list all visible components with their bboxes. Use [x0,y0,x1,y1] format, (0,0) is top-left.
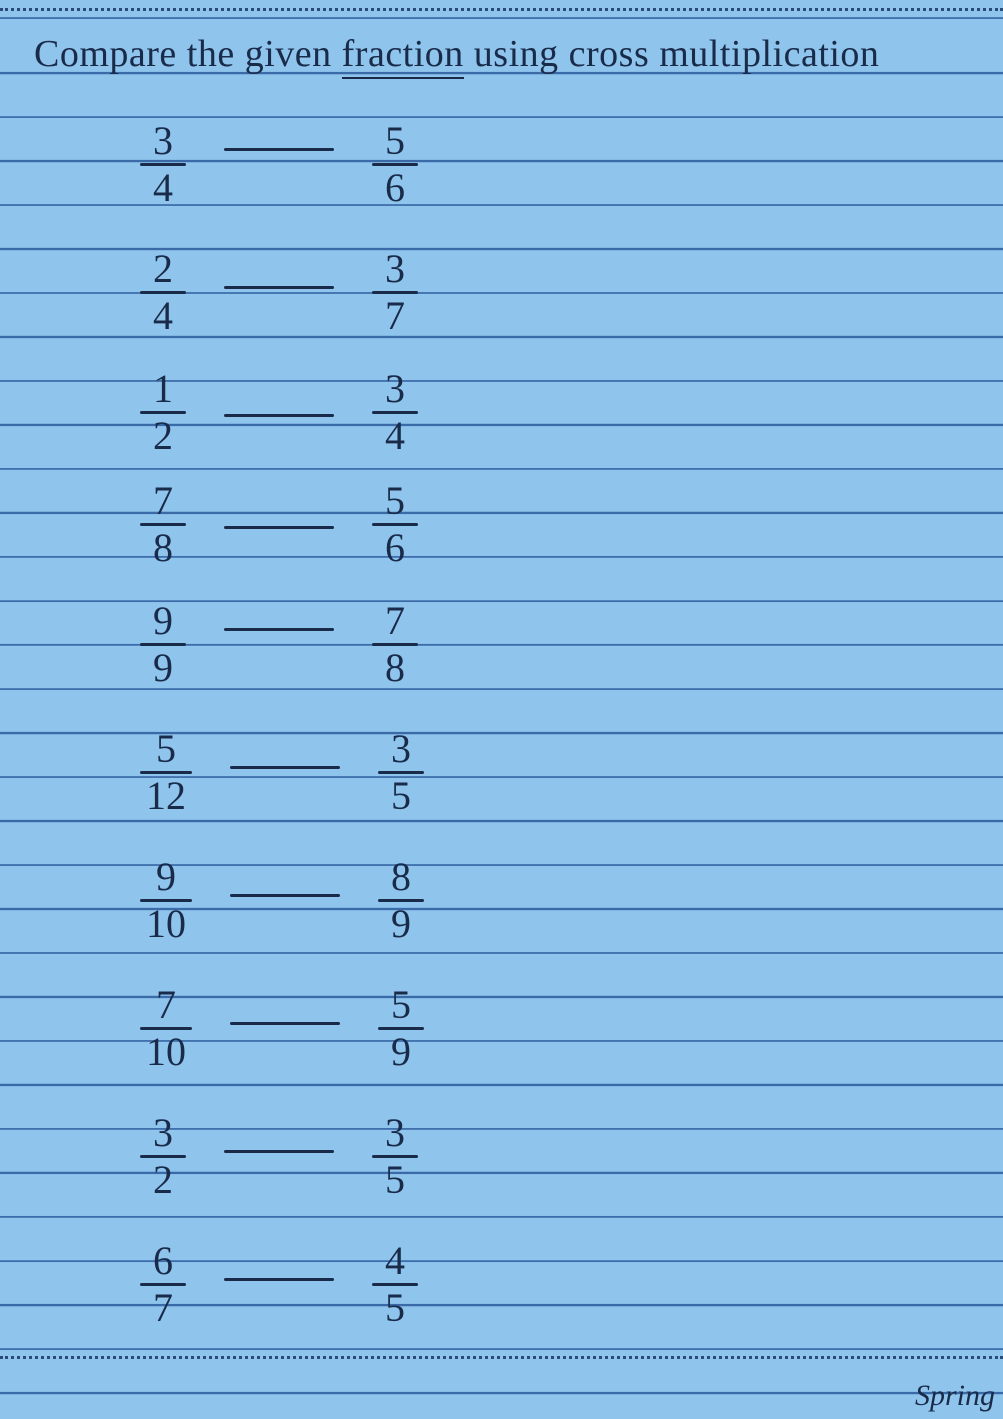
fraction-left: 5 12 [140,729,192,816]
numerator: 3 [379,1113,411,1155]
denominator: 10 [140,1030,192,1072]
dotted-footer-rule [0,1356,1003,1359]
denominator: 6 [379,166,411,208]
fraction-left: 9 9 [140,601,186,688]
problem-row: 6 7 4 5 [140,1220,740,1348]
answer-blank[interactable] [224,1278,334,1281]
denominator: 10 [140,902,192,944]
title-pre: Compare the given [34,33,342,75]
numerator: 7 [150,985,182,1027]
problems-list: 3 4 5 6 2 4 3 7 1 2 3 [140,100,740,1348]
fraction-right: 3 5 [378,729,424,816]
denominator: 5 [385,774,417,816]
problem-row: 9 9 7 8 [140,580,740,708]
denominator: 4 [379,414,411,456]
numerator: 5 [150,729,182,771]
numerator: 3 [385,729,417,771]
numerator: 9 [147,601,179,643]
denominator: 12 [140,774,192,816]
denominator: 4 [147,166,179,208]
title-post: using cross multiplication [464,33,880,75]
numerator: 5 [379,481,411,523]
denominator: 2 [147,1158,179,1200]
fraction-left: 1 2 [140,369,186,456]
denominator: 2 [147,414,179,456]
numerator: 5 [385,985,417,1027]
footer-brand: Spring [915,1379,995,1413]
fraction-left: 7 8 [140,481,186,568]
fraction-right: 3 5 [372,1113,418,1200]
numerator: 3 [379,249,411,291]
denominator: 7 [147,1286,179,1328]
numerator: 7 [147,481,179,523]
numerator: 9 [150,857,182,899]
numerator: 3 [147,121,179,163]
answer-blank[interactable] [230,1022,340,1025]
fraction-left: 7 10 [140,985,192,1072]
answer-blank[interactable] [224,1150,334,1153]
numerator: 4 [379,1241,411,1283]
numerator: 2 [147,249,179,291]
numerator: 3 [147,1113,179,1155]
answer-blank[interactable] [224,628,334,631]
numerator: 8 [385,857,417,899]
dotted-header-rule [0,8,1003,11]
problem-row: 1 2 3 4 [140,356,740,468]
fraction-right: 4 5 [372,1241,418,1328]
answer-blank[interactable] [224,148,334,151]
denominator: 8 [147,526,179,568]
fraction-left: 2 4 [140,249,186,336]
denominator: 6 [379,526,411,568]
fraction-right: 8 9 [378,857,424,944]
denominator: 7 [379,294,411,336]
title-underlined: fraction [342,33,464,79]
fraction-left: 3 2 [140,1113,186,1200]
answer-blank[interactable] [230,894,340,897]
denominator: 5 [379,1286,411,1328]
denominator: 4 [147,294,179,336]
denominator: 9 [385,1030,417,1072]
fraction-right: 5 6 [372,481,418,568]
worksheet-title: Compare the given fraction using cross m… [34,32,879,76]
answer-blank[interactable] [224,526,334,529]
problem-row: 3 4 5 6 [140,100,740,228]
fraction-left: 3 4 [140,121,186,208]
problem-row: 7 10 5 9 [140,964,740,1092]
problem-row: 9 10 8 9 [140,836,740,964]
fraction-right: 3 7 [372,249,418,336]
numerator: 5 [379,121,411,163]
problem-row: 5 12 3 5 [140,708,740,836]
fraction-right: 5 6 [372,121,418,208]
problem-row: 2 4 3 7 [140,228,740,356]
numerator: 7 [379,601,411,643]
problem-row: 3 2 3 5 [140,1092,740,1220]
fraction-left: 9 10 [140,857,192,944]
numerator: 1 [147,369,179,411]
problem-row: 7 8 5 6 [140,468,740,580]
fraction-right: 3 4 [372,369,418,456]
answer-blank[interactable] [230,766,340,769]
answer-blank[interactable] [224,414,334,417]
fraction-left: 6 7 [140,1241,186,1328]
denominator: 9 [147,646,179,688]
denominator: 8 [379,646,411,688]
denominator: 9 [385,902,417,944]
answer-blank[interactable] [224,286,334,289]
fraction-right: 7 8 [372,601,418,688]
denominator: 5 [379,1158,411,1200]
fraction-right: 5 9 [378,985,424,1072]
numerator: 3 [379,369,411,411]
numerator: 6 [147,1241,179,1283]
